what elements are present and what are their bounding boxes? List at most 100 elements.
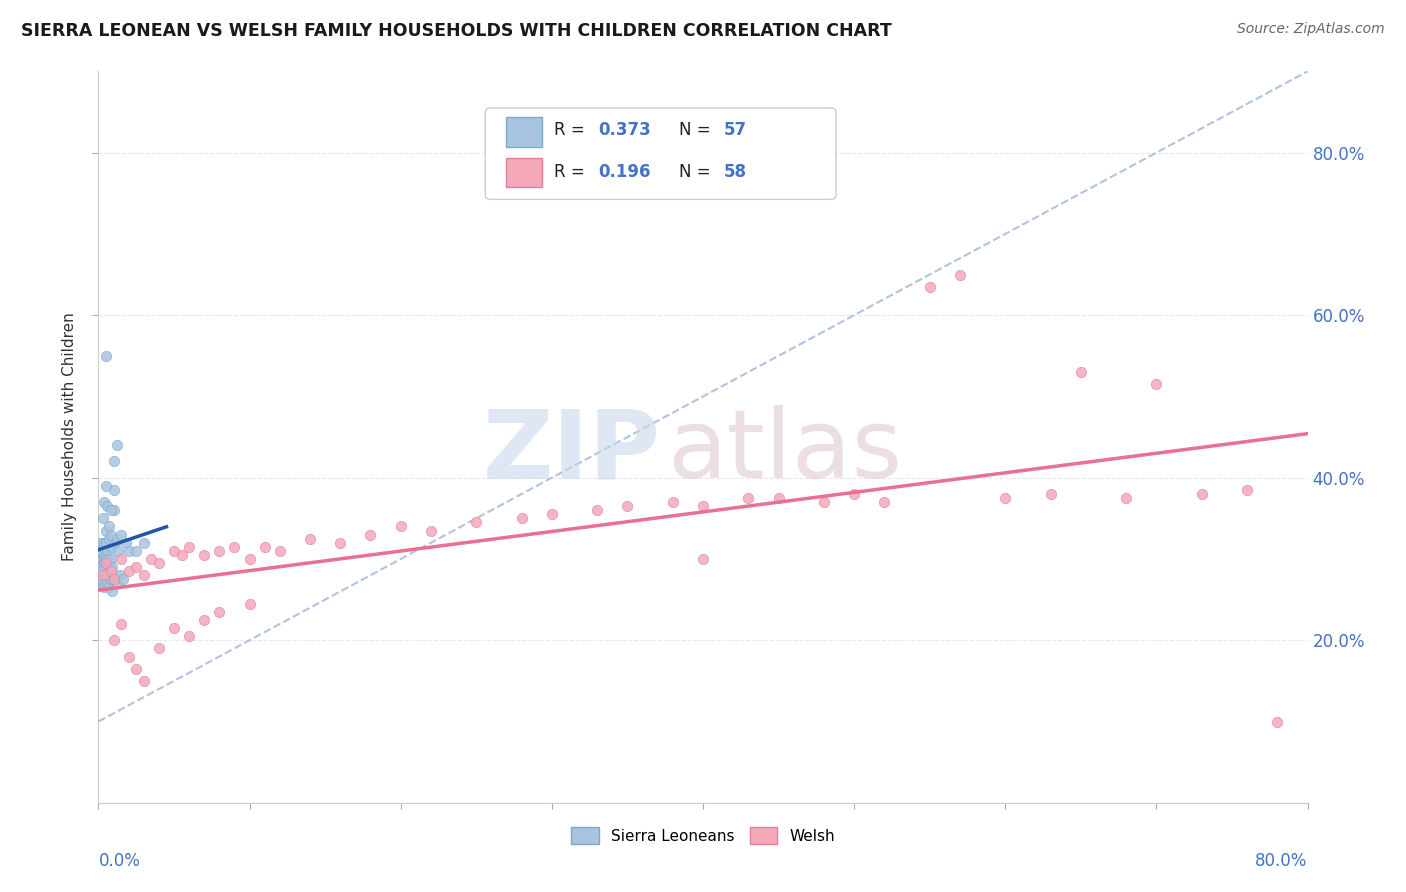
Point [360,527,382,541]
Text: Source: ZipAtlas.com: Source: ZipAtlas.com [1237,22,1385,37]
Point [91,568,114,582]
Point [110,552,132,566]
Point [94,535,117,549]
Point [100,552,122,566]
Point [1236,483,1258,497]
Y-axis label: Family Households with Children: Family Households with Children [62,313,77,561]
Text: 57: 57 [724,121,747,139]
Point [208,605,231,619]
Point [96,560,118,574]
Point [93,552,115,566]
Point [105,438,128,452]
Point [389,519,412,533]
Point [96,499,118,513]
Point [170,548,193,562]
Point [873,495,896,509]
Point [148,641,170,656]
Point [132,673,155,688]
Point [101,540,124,554]
Point [98,519,121,533]
Point [91,576,114,591]
Text: 80.0%: 80.0% [1256,852,1308,870]
Point [586,503,609,517]
Bar [506,118,543,147]
Point [737,491,759,505]
Point [692,499,714,513]
Point [108,568,131,582]
Point [224,540,246,554]
Point [208,544,231,558]
Point [114,535,136,549]
Point [101,560,124,574]
Point [93,495,115,509]
Point [91,511,114,525]
Point [100,572,122,586]
Point [89,552,111,566]
Point [239,597,262,611]
Point [103,572,125,586]
Point [96,544,118,558]
Text: 58: 58 [724,163,747,181]
Point [98,556,121,570]
Point [844,487,866,501]
Point [93,556,115,570]
FancyBboxPatch shape [485,108,837,200]
Point [1191,487,1213,501]
Point [141,552,163,566]
Point [420,524,443,538]
Point [103,503,125,517]
Point [90,564,112,578]
Point [94,524,117,538]
Point [329,535,352,549]
Point [103,454,125,468]
Point [125,662,148,676]
Point [692,552,714,566]
Point [132,535,155,549]
Text: R =: R = [554,163,591,181]
Point [768,491,790,505]
Point [111,572,134,586]
Point [510,511,533,525]
Text: SIERRA LEONEAN VS WELSH FAMILY HOUSEHOLDS WITH CHILDREN CORRELATION CHART: SIERRA LEONEAN VS WELSH FAMILY HOUSEHOLD… [21,22,891,40]
Point [89,576,111,591]
Point [94,556,117,570]
Point [1070,365,1092,379]
Point [104,535,127,549]
Point [89,568,111,582]
Point [94,548,117,562]
Text: R =: R = [554,121,591,139]
Point [1146,377,1168,392]
Point [1267,714,1289,729]
Text: N =: N = [679,121,716,139]
Point [94,349,117,363]
Point [90,560,112,574]
Bar [506,158,543,187]
Point [299,532,322,546]
Point [163,621,186,635]
Point [90,572,112,586]
Point [616,499,638,513]
Point [100,503,122,517]
Point [103,633,125,648]
Point [1115,491,1137,505]
Point [125,560,148,574]
Point [125,544,148,558]
Point [96,576,118,591]
Text: atlas: atlas [666,405,901,499]
Point [269,544,291,558]
Text: 0.196: 0.196 [598,163,651,181]
Point [813,495,835,509]
Point [540,508,562,522]
Point [239,552,262,566]
Point [918,279,941,293]
Point [132,568,155,582]
Point [103,572,125,586]
Point [105,532,128,546]
Point [91,564,114,578]
Point [101,584,124,599]
Point [163,544,186,558]
Point [90,544,112,558]
Legend: Sierra Leoneans, Welsh: Sierra Leoneans, Welsh [565,822,841,850]
Point [100,527,122,541]
Point [661,495,683,509]
